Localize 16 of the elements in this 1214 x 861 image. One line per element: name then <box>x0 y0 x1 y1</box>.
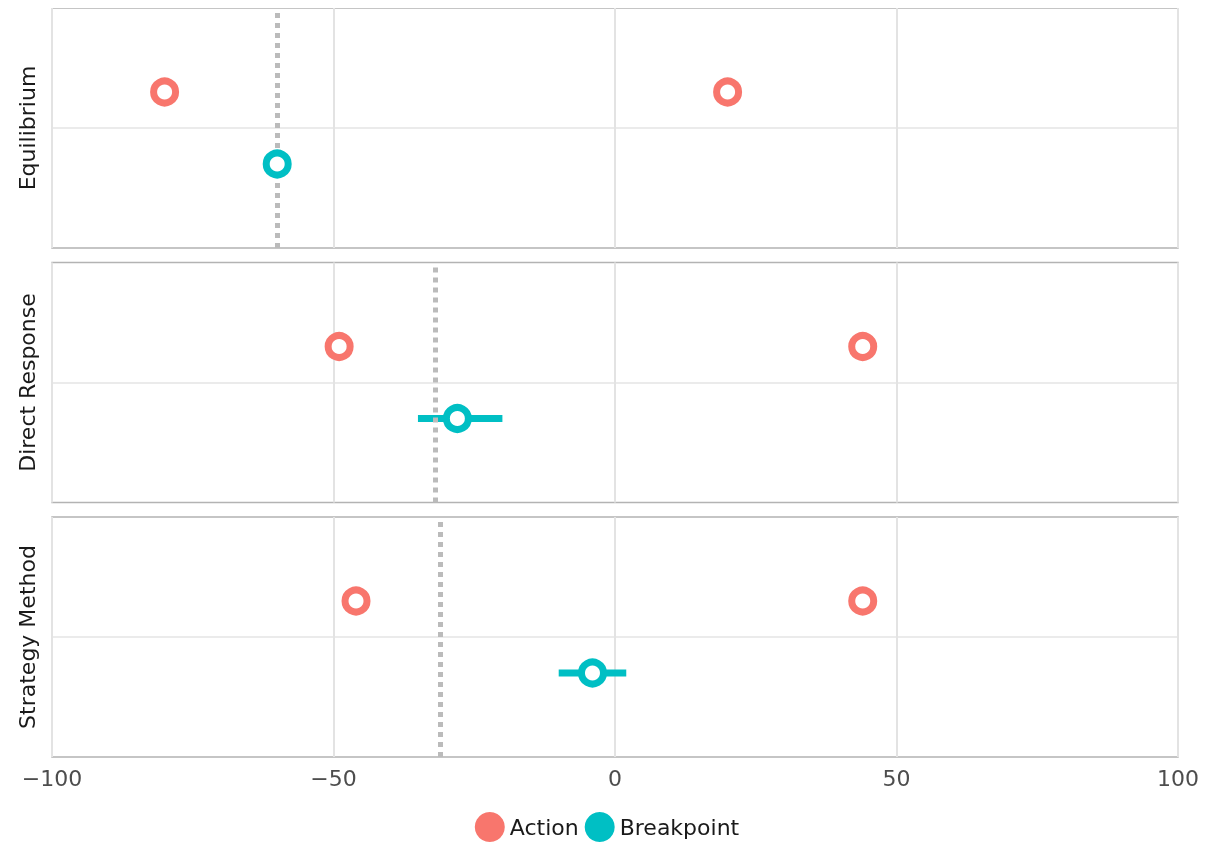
x-tick-label: −50 <box>310 765 357 791</box>
y-tick-label: Direct Response <box>14 293 40 472</box>
y-tick-label: Strategy Method <box>14 545 40 729</box>
x-tick-label: 0 <box>608 765 622 791</box>
x-tick-label: −100 <box>21 765 83 791</box>
x-tick-label: 50 <box>882 765 911 791</box>
x-tick-label: 100 <box>1157 765 1199 791</box>
point <box>713 77 743 107</box>
y-tick-label: Equilibrium <box>14 65 40 191</box>
legend-label: Breakpoint <box>619 814 740 840</box>
point <box>341 586 371 616</box>
point <box>848 332 878 361</box>
legend-label: Action <box>509 814 579 840</box>
point <box>150 77 180 107</box>
point <box>848 586 878 616</box>
point <box>324 332 354 361</box>
